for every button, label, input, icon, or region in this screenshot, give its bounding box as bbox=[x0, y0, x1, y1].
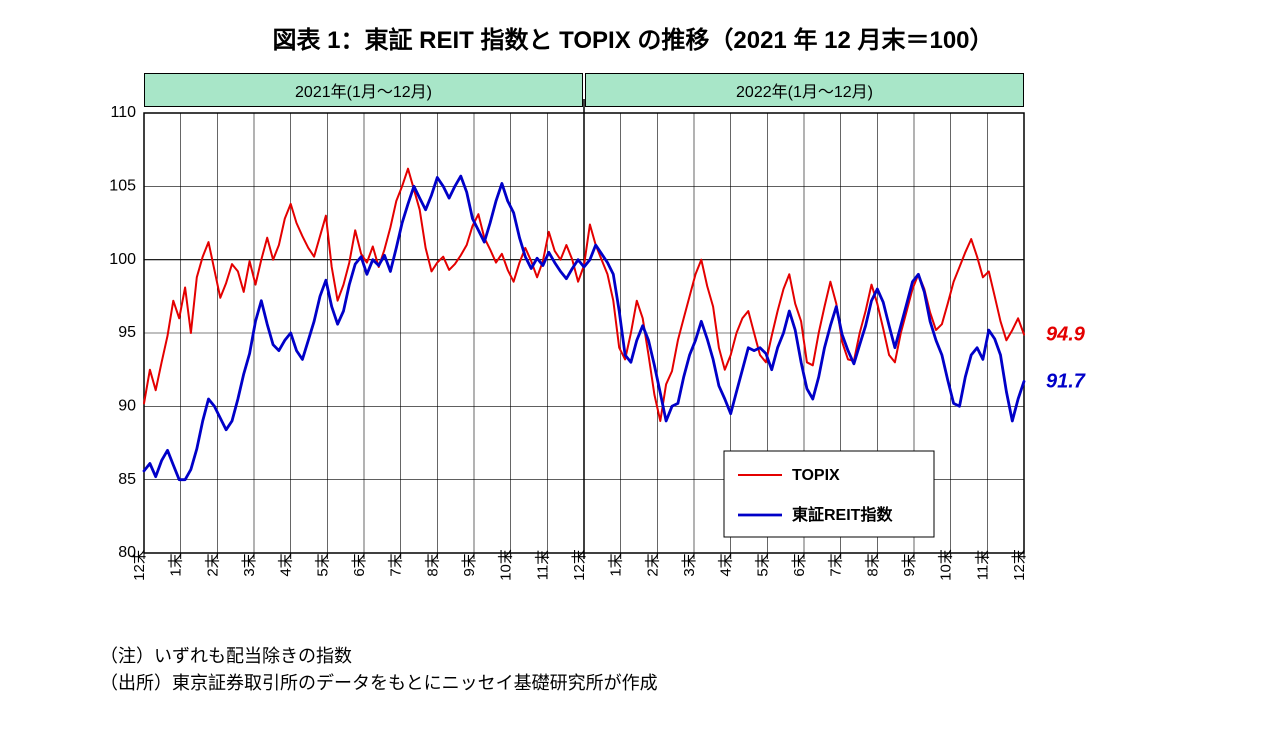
year-headers: 2021年(1月～12月) 2022年(1月～12月) bbox=[144, 73, 1024, 107]
note-line-2: （出所）東京証券取引所のデータをもとにニッセイ基礎研究所が作成 bbox=[100, 670, 1246, 697]
svg-text:91.7: 91.7 bbox=[1046, 370, 1086, 392]
svg-text:TOPIX: TOPIX bbox=[792, 467, 840, 484]
svg-text:7末: 7末 bbox=[828, 553, 845, 576]
note-line-1: （注）いずれも配当除きの指数 bbox=[100, 643, 1246, 670]
svg-text:5末: 5末 bbox=[314, 553, 331, 576]
svg-text:1末: 1末 bbox=[168, 553, 185, 576]
svg-text:東証REIT指数: 東証REIT指数 bbox=[792, 505, 893, 524]
svg-text:90: 90 bbox=[118, 398, 136, 415]
svg-text:10末: 10末 bbox=[938, 549, 955, 581]
year-header-2021: 2021年(1月～12月) bbox=[144, 73, 583, 107]
chart-wrap: 2021年(1月～12月) 2022年(1月～12月) 808590951001… bbox=[98, 73, 1168, 633]
svg-text:100: 100 bbox=[109, 251, 136, 268]
svg-text:85: 85 bbox=[118, 471, 136, 488]
svg-text:105: 105 bbox=[109, 178, 136, 195]
svg-text:8末: 8末 bbox=[424, 553, 441, 576]
svg-text:7末: 7末 bbox=[388, 553, 405, 576]
svg-text:8末: 8末 bbox=[864, 553, 881, 576]
svg-text:9末: 9末 bbox=[461, 553, 478, 576]
year-header-2022: 2022年(1月～12月) bbox=[585, 73, 1024, 107]
chart-notes: （注）いずれも配当除きの指数 （出所）東京証券取引所のデータをもとにニッセイ基礎… bbox=[100, 643, 1246, 697]
chart-svg: 8085909510010511012末1末2末3末4末5末6末7末8末9末10… bbox=[98, 73, 1168, 633]
chart-title: 図表 1：東証 REIT 指数と TOPIX の推移（2021 年 12 月末＝… bbox=[20, 20, 1246, 55]
svg-text:95: 95 bbox=[118, 324, 136, 341]
svg-text:4末: 4末 bbox=[278, 553, 295, 576]
svg-text:2末: 2末 bbox=[644, 553, 661, 576]
svg-text:2末: 2末 bbox=[204, 553, 221, 576]
svg-text:94.9: 94.9 bbox=[1046, 323, 1086, 345]
svg-text:1末: 1末 bbox=[608, 553, 625, 576]
svg-text:110: 110 bbox=[110, 104, 136, 121]
svg-text:5末: 5末 bbox=[754, 553, 771, 576]
svg-text:3末: 3末 bbox=[241, 553, 258, 576]
svg-text:9末: 9末 bbox=[901, 553, 918, 576]
svg-text:3末: 3末 bbox=[681, 553, 698, 576]
svg-text:6末: 6末 bbox=[791, 553, 808, 576]
svg-text:4末: 4末 bbox=[718, 553, 735, 576]
svg-text:11末: 11末 bbox=[534, 550, 551, 581]
svg-text:11末: 11末 bbox=[974, 550, 991, 581]
svg-text:6末: 6末 bbox=[351, 553, 368, 576]
svg-text:10末: 10末 bbox=[498, 549, 515, 581]
svg-text:12末: 12末 bbox=[131, 549, 148, 581]
svg-text:12末: 12末 bbox=[571, 549, 588, 581]
svg-text:12末: 12末 bbox=[1011, 549, 1028, 581]
